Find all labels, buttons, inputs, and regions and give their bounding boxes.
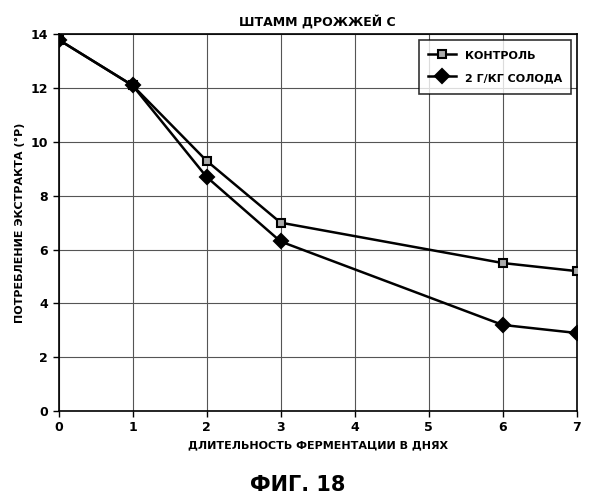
2 Г/КГ СОЛОДА — [277, 238, 284, 244]
КОНТРОЛЬ — [573, 268, 580, 274]
КОНТРОЛЬ — [499, 260, 506, 266]
2 Г/КГ СОЛОДА — [203, 174, 210, 180]
КОНТРОЛЬ — [203, 158, 210, 164]
Legend: КОНТРОЛЬ, 2 Г/КГ СОЛОДА: КОНТРОЛЬ, 2 Г/КГ СОЛОДА — [420, 40, 571, 94]
Line: 2 Г/КГ СОЛОДА: 2 Г/КГ СОЛОДА — [54, 35, 582, 338]
2 Г/КГ СОЛОДА — [129, 82, 136, 88]
Title: ШТАММ ДРОЖЖЕЙ С: ШТАММ ДРОЖЖЕЙ С — [239, 15, 396, 29]
Line: КОНТРОЛЬ: КОНТРОЛЬ — [54, 36, 581, 276]
КОНТРОЛЬ — [55, 36, 62, 43]
2 Г/КГ СОЛОДА — [499, 322, 506, 328]
2 Г/КГ СОЛОДА — [55, 36, 62, 43]
X-axis label: ДЛИТЕЛЬНОСТЬ ФЕРМЕНТАЦИИ В ДНЯХ: ДЛИТЕЛЬНОСТЬ ФЕРМЕНТАЦИИ В ДНЯХ — [188, 440, 448, 450]
КОНТРОЛЬ — [277, 220, 284, 226]
Text: ФИГ. 18: ФИГ. 18 — [250, 475, 346, 495]
Y-axis label: ПОТРЕБЛЕНИЕ ЭКСТРАКТА (°Р): ПОТРЕБЛЕНИЕ ЭКСТРАКТА (°Р) — [15, 122, 25, 323]
КОНТРОЛЬ — [129, 82, 136, 88]
2 Г/КГ СОЛОДА — [573, 330, 580, 336]
